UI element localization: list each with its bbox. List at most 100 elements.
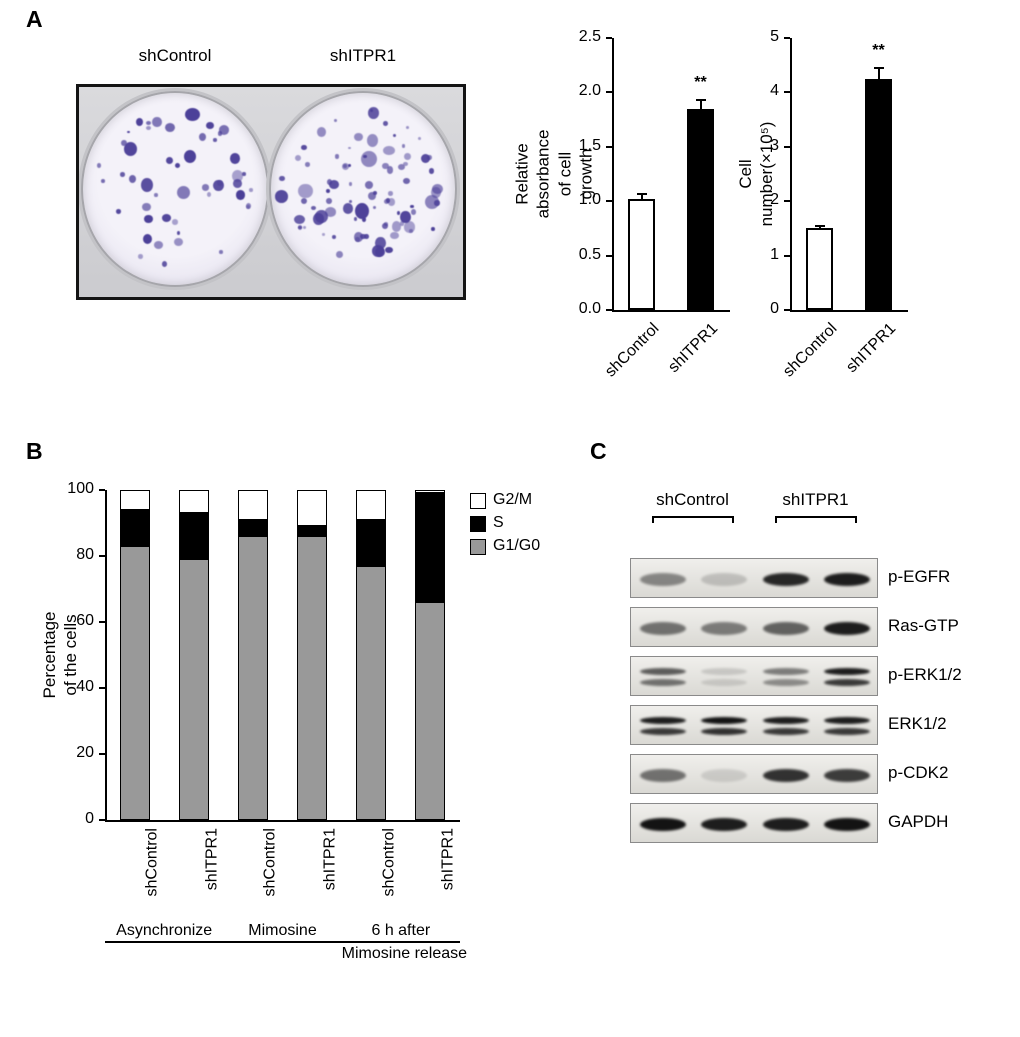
stack-segment-G2M [297, 490, 328, 527]
colony-spot [375, 237, 386, 250]
colony-spot [176, 185, 190, 199]
colony-spot [230, 153, 241, 164]
colony-spot [162, 214, 172, 222]
y-tick-label: 2.0 [578, 82, 601, 100]
y-tick [784, 200, 790, 203]
y-tick-label: 0 [85, 810, 94, 827]
colony-spot [164, 122, 175, 132]
y-tick [99, 555, 105, 557]
stack-segment-S [297, 526, 328, 537]
y-tick-label: 4 [770, 82, 779, 100]
colony-spot [101, 179, 106, 183]
dish-shitpr1 [269, 91, 457, 287]
stack-segment-S [237, 519, 268, 537]
x-category-label-shControl-text: shControl [602, 320, 663, 381]
protein-band [824, 716, 870, 724]
colony-spot [206, 121, 215, 130]
colony-spot [389, 231, 399, 240]
blot-label-p-ERK12: p-ERK1/2 [888, 665, 962, 684]
colony-spot [332, 235, 337, 240]
colony-spot [184, 107, 200, 121]
colony-spot [433, 200, 440, 206]
protein-band [640, 817, 686, 831]
protein-band [701, 621, 747, 635]
colony-spot [219, 250, 223, 254]
y-axis-title-text: Cell number(×10⁵) [735, 121, 776, 227]
colony-spot [304, 161, 311, 167]
protein-band [640, 727, 686, 735]
colony-spot [198, 132, 206, 141]
y-tick-label: 2 [770, 191, 779, 209]
colony-spot [405, 125, 410, 129]
protein-band [824, 678, 870, 686]
colony-spot [313, 212, 324, 226]
colony-spot [174, 238, 184, 247]
colony-spot [316, 127, 327, 138]
colony-spot [383, 121, 388, 127]
protein-band [824, 768, 870, 782]
colony-spot [183, 149, 196, 163]
y-tick-label: 0 [770, 300, 779, 317]
stack-segment-S [356, 519, 387, 566]
bar-shITPR1 [687, 108, 714, 310]
colony-spot [293, 215, 305, 225]
colony-spot [400, 221, 405, 226]
colony-spot [360, 234, 366, 239]
colony-spot [392, 221, 402, 232]
colony-spot [411, 209, 416, 215]
colony-spot [349, 182, 353, 186]
x-category-label-shControl-text: shControl [780, 320, 841, 381]
colony-spot [115, 208, 122, 215]
significance-stars: ** [694, 74, 707, 92]
y-tick [99, 621, 105, 623]
blot-label-ERK12: ERK1/2 [888, 714, 947, 733]
x-axis [105, 820, 460, 822]
protein-band [701, 667, 747, 675]
colony-spot [242, 172, 247, 176]
stack-segment-G2M [178, 490, 209, 514]
y-tick-label: 1.5 [578, 136, 601, 154]
colony-spot [246, 203, 251, 209]
y-tick-label: 0.0 [578, 300, 601, 317]
colony-spot [161, 260, 168, 267]
colony-spot [302, 226, 306, 229]
x-category-label-shITPR1-text: shITPR1 [665, 320, 722, 377]
colony-spot [397, 211, 401, 215]
colony-spot [342, 163, 347, 168]
y-tick-label: 60 [76, 612, 94, 629]
colony-spot [137, 254, 143, 259]
legend-label-G2M: G2/M [493, 491, 533, 508]
significance-stars: ** [872, 41, 885, 59]
colony-spot [373, 205, 377, 209]
colony-spot [326, 198, 332, 204]
group-label-6-h-after: 6 h after Mimosine release [341, 922, 467, 963]
colony-spot [135, 117, 143, 126]
protein-band [763, 727, 809, 735]
protein-band [640, 768, 686, 782]
protein-band [763, 621, 809, 635]
y-tick [606, 309, 612, 311]
stack-segment-G2M [119, 490, 150, 510]
blot-strip-p-ERK12 [630, 656, 878, 696]
bar-shITPR1 [865, 78, 892, 310]
error-bar-cap [636, 192, 647, 195]
stack-segment-S [119, 509, 150, 547]
colony-spot [119, 172, 125, 177]
colony-spot [349, 199, 353, 203]
chart-cell-cycle: 0 20 40 60 80 100 Percentage of the cells shCon… [30, 455, 610, 1033]
colony-spot [213, 180, 224, 192]
colony-spot [146, 125, 152, 130]
chart-relative-absorbance: 0.0 0.5 1.0 1.5 2.0 2.5 Relative absorbance of… [513, 14, 755, 406]
colony-spot [124, 142, 137, 156]
colony-spot [354, 232, 363, 243]
blot-strip-p-CDK2 [630, 754, 878, 794]
protein-band [763, 716, 809, 724]
colony-spot [409, 204, 414, 209]
colony-spot [383, 146, 395, 156]
stack-segment-G1G0 [237, 536, 268, 820]
colony-spot [171, 219, 178, 225]
protein-band [763, 667, 809, 675]
blot-strip-ERK12 [630, 705, 878, 745]
stack-segment-G1G0 [119, 546, 150, 820]
